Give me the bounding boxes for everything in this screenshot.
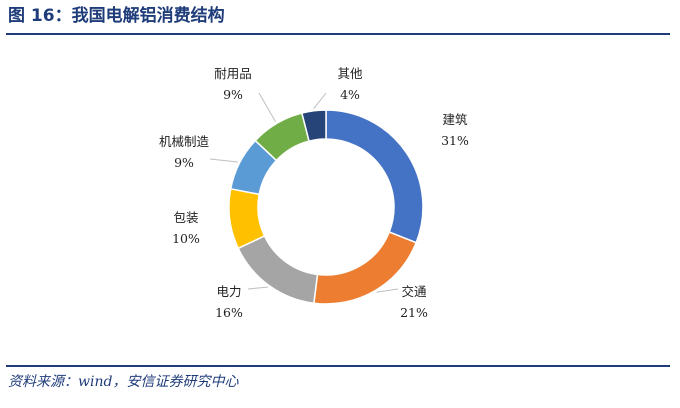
slice-label-7: 其他: [337, 66, 363, 81]
donut-slice-1: [325, 109, 424, 244]
slice-value-2: 21%: [400, 305, 428, 320]
slice-value-6: 9%: [223, 87, 243, 102]
donut-slice-7: [300, 109, 327, 143]
slice-label-4: 包装: [173, 210, 198, 225]
slice-value-4: 10%: [172, 231, 200, 246]
slice-value-3: 16%: [215, 305, 243, 320]
slice-label-6: 耐用品: [214, 66, 252, 81]
donut-slice-3: [237, 234, 319, 305]
leader-line-3: [247, 286, 268, 290]
slice-value-5: 9%: [174, 155, 194, 170]
slice-label-1: 建筑: [442, 112, 468, 127]
figure-title: 图 16：我国电解铝消费结构: [8, 6, 225, 26]
slice-value-1: 31%: [441, 133, 469, 148]
source-divider: [6, 365, 670, 367]
source-note: 资料来源：wind，安信证券研究中心: [8, 374, 239, 390]
leader-line-6: [258, 92, 277, 123]
leader-line-7: [313, 92, 327, 110]
slice-value-7: 4%: [340, 87, 360, 102]
slice-label-3: 电力: [216, 284, 241, 299]
leader-line-2: [376, 288, 399, 293]
title-divider: [6, 33, 670, 35]
leader-line-5: [209, 158, 238, 163]
slice-label-5: 机械制造: [159, 134, 210, 149]
slice-label-2: 交通: [401, 284, 427, 299]
